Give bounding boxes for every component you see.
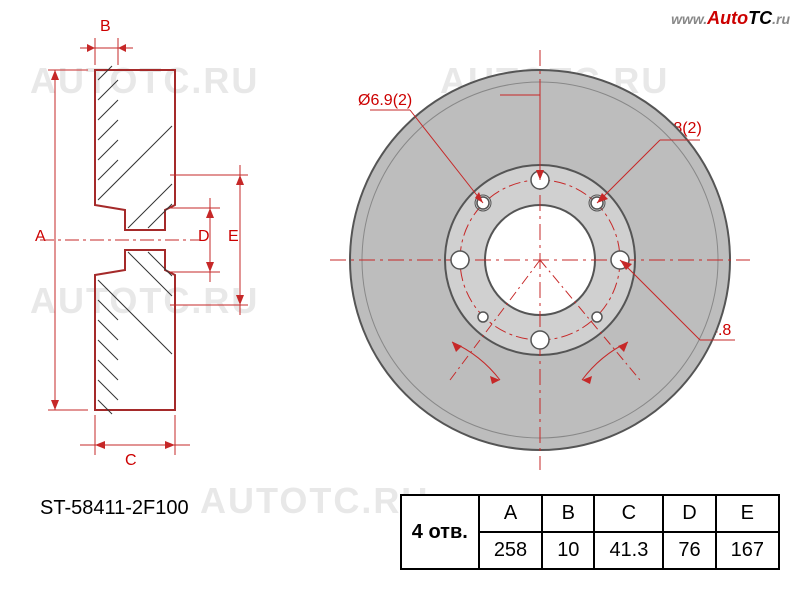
side-view xyxy=(40,38,248,455)
table-val-E: 167 xyxy=(716,532,779,569)
table-col-A: A xyxy=(479,495,542,532)
logo-tc: TC xyxy=(748,8,772,28)
front-view xyxy=(330,50,750,470)
table-val-B: 10 xyxy=(542,532,594,569)
logo-ru: .ru xyxy=(772,11,790,27)
logo-www: www. xyxy=(671,11,707,27)
table-col-C: C xyxy=(594,495,663,532)
table-val-C: 41.3 xyxy=(594,532,663,569)
table-val-A: 258 xyxy=(479,532,542,569)
dimension-table: 4 отв. A B C D E 258 10 41.3 76 167 xyxy=(400,494,780,570)
table-col-E: E xyxy=(716,495,779,532)
logo-auto: Auto xyxy=(707,8,748,28)
site-logo: www.AutoTC.ru xyxy=(671,8,790,29)
table-col-D: D xyxy=(663,495,715,532)
table-val-D: 76 xyxy=(663,532,715,569)
table-rowhead: 4 отв. xyxy=(401,495,479,569)
table-col-B: B xyxy=(542,495,594,532)
